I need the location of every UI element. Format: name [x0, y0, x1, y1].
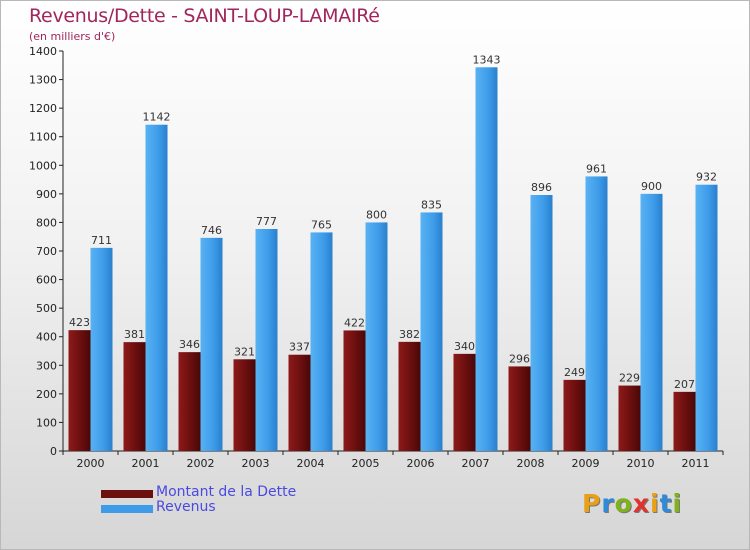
- y-tick-label: 100: [36, 416, 57, 429]
- legend-label-revenus: Revenus: [156, 499, 216, 515]
- y-tick-label: 300: [36, 359, 57, 372]
- data-label: 422: [344, 316, 365, 329]
- logo-letter: i: [672, 489, 683, 518]
- bar-revenus-2004: [310, 232, 333, 451]
- data-label: 777: [256, 215, 277, 228]
- data-label: 932: [696, 171, 717, 184]
- bar-debt-2001: [123, 342, 146, 451]
- data-label: 207: [674, 378, 695, 391]
- bar-debt-2000: [68, 330, 91, 451]
- bar-debt-2004: [288, 354, 311, 451]
- x-tick-label: 2009: [572, 457, 600, 470]
- x-tick-label: 2011: [682, 457, 710, 470]
- bar-revenus-2003: [255, 229, 278, 451]
- data-label: 296: [509, 352, 530, 365]
- data-label: 746: [201, 224, 222, 237]
- bar-debt-2005: [343, 330, 366, 451]
- bar-revenus-2006: [420, 212, 443, 451]
- data-label: 900: [641, 180, 662, 193]
- y-tick-label: 500: [36, 302, 57, 315]
- x-tick-label: 2004: [297, 457, 325, 470]
- data-label: 1142: [143, 111, 171, 124]
- bar-revenus-2005: [365, 222, 388, 451]
- x-tick-label: 2008: [517, 457, 545, 470]
- data-label: 765: [311, 218, 332, 231]
- bar-revenus-2010: [640, 193, 663, 451]
- legend-swatch-debt: [101, 490, 153, 498]
- logo-letter: t: [659, 489, 673, 518]
- bar-revenus-2009: [585, 176, 608, 451]
- bar-debt-2003: [233, 359, 256, 451]
- chart-subtitle: (en milliers d'€): [29, 30, 116, 43]
- bar-debt-2002: [178, 352, 201, 451]
- bar-revenus-2000: [90, 247, 113, 451]
- logo-letter: r: [601, 489, 615, 518]
- y-tick-label: 1100: [29, 131, 57, 144]
- y-tick-label: 700: [36, 245, 57, 258]
- legend-swatch-revenus: [101, 505, 153, 513]
- data-label: 961: [586, 162, 607, 175]
- data-label: 337: [289, 341, 310, 354]
- bar-debt-2011: [673, 391, 696, 451]
- y-tick-label: 1000: [29, 159, 57, 172]
- data-labels: 423 711 381 1142 346 746 321 777 337 765 422 800 382…: [69, 53, 717, 391]
- bar-debt-2010: [618, 385, 641, 451]
- y-tick-label: 1200: [29, 102, 57, 115]
- legend-label-debt: Montant de la Dette: [156, 484, 297, 500]
- data-label: 800: [366, 208, 387, 221]
- x-tick-label: 2005: [352, 457, 380, 470]
- data-label: 381: [124, 328, 145, 341]
- x-tick-label: 2007: [462, 457, 490, 470]
- y-tick-label: 400: [36, 331, 57, 344]
- data-label: 896: [531, 181, 552, 194]
- data-label: 835: [421, 198, 442, 211]
- logo-letter: x: [632, 489, 650, 518]
- bar-revenus-2001: [145, 124, 168, 451]
- chart-title: Revenus/Dette - SAINT-LOUP-LAMAIRé: [29, 5, 380, 27]
- logo-letter: i: [650, 489, 660, 518]
- x-tick-label: 2010: [627, 457, 655, 470]
- y-tick-label: 800: [36, 216, 57, 229]
- data-label: 1343: [473, 53, 501, 66]
- logo-letter: P: [582, 489, 602, 518]
- bar-debt-2007: [453, 353, 476, 451]
- y-tick-label: 600: [36, 274, 57, 287]
- bar-debt-2006: [398, 341, 421, 451]
- x-tick-label: 2000: [77, 457, 105, 470]
- bar-debt-2008: [508, 366, 531, 451]
- y-tick-label: 1300: [29, 74, 57, 87]
- proxiti-logo: Proxiti: [582, 489, 682, 518]
- logo-letter: o: [614, 489, 633, 518]
- axes: 0 100 200 300 400 500 600 700 800 900 1000 1100 1200…: [29, 45, 724, 470]
- data-label: 423: [69, 316, 90, 329]
- data-label: 382: [399, 328, 420, 341]
- y-tick-label: 900: [36, 188, 57, 201]
- x-tick-label: 2003: [242, 457, 270, 470]
- data-label: 340: [454, 340, 475, 353]
- data-label: 711: [91, 234, 112, 247]
- x-tick-label: 2002: [187, 457, 215, 470]
- bar-revenus-2002: [200, 237, 223, 451]
- x-tick-label: 2001: [132, 457, 160, 470]
- bar-revenus-2007: [475, 67, 498, 452]
- y-tick-label: 200: [36, 388, 57, 401]
- data-label: 249: [564, 366, 585, 379]
- data-label: 229: [619, 372, 640, 385]
- bar-revenus-2008: [530, 195, 553, 451]
- x-tick-label: 2006: [407, 457, 435, 470]
- y-tick-label: 0: [50, 445, 57, 458]
- bars: [68, 67, 718, 452]
- y-tick-label: 1400: [29, 45, 57, 58]
- bar-revenus-2011: [695, 184, 718, 451]
- bar-debt-2009: [563, 379, 586, 451]
- data-label: 321: [234, 345, 255, 358]
- data-label: 346: [179, 338, 200, 351]
